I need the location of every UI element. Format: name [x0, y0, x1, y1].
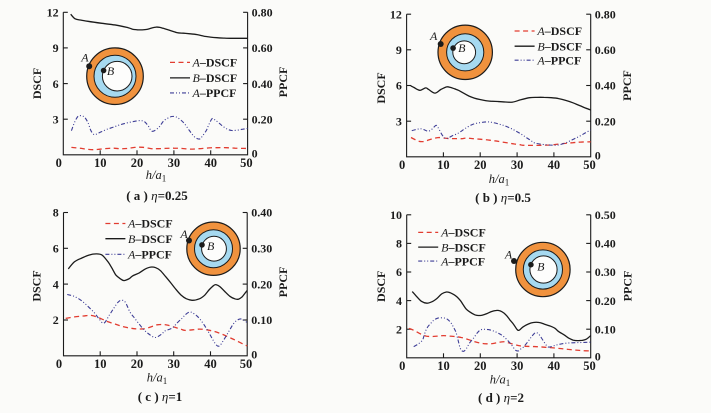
svg-text:20: 20 [474, 158, 487, 172]
svg-text:10: 10 [437, 158, 450, 172]
svg-text:10: 10 [94, 156, 107, 170]
svg-text:B: B [537, 260, 545, 274]
svg-text:40: 40 [548, 158, 561, 172]
svg-text:DSCF: DSCF [374, 72, 388, 103]
svg-text:0.40: 0.40 [595, 79, 616, 93]
svg-text:0.30: 0.30 [595, 265, 616, 279]
svg-text:40: 40 [548, 359, 561, 373]
svg-text:0.40: 0.40 [251, 206, 272, 220]
svg-text:50: 50 [583, 359, 596, 373]
svg-text:50: 50 [240, 156, 253, 170]
svg-text:A–PPCF: A–PPCF [192, 86, 237, 100]
svg-text:12: 12 [47, 6, 59, 20]
svg-text:20: 20 [131, 156, 144, 170]
svg-text:0.30: 0.30 [251, 242, 272, 256]
svg-text:A–DSCF: A–DSCF [127, 217, 173, 231]
svg-text:8: 8 [53, 206, 59, 220]
svg-text:A–DSCF: A–DSCF [192, 56, 238, 70]
svg-text:10: 10 [390, 208, 402, 222]
svg-text:A: A [429, 29, 438, 43]
svg-text:20: 20 [474, 359, 487, 373]
svg-text:A: A [504, 248, 513, 262]
svg-text:0.60: 0.60 [595, 43, 616, 57]
svg-text:h/a1: h/a1 [147, 371, 167, 387]
svg-text:0: 0 [252, 146, 258, 160]
svg-text:DSCF: DSCF [30, 270, 44, 301]
svg-text:0.20: 0.20 [251, 277, 272, 291]
svg-text:B–DSCF: B–DSCF [128, 232, 173, 246]
svg-text:12: 12 [390, 7, 402, 21]
svg-text:PPCF: PPCF [276, 267, 290, 298]
svg-text:30: 30 [167, 357, 180, 371]
svg-text:0.20: 0.20 [595, 294, 616, 308]
svg-text:0.50: 0.50 [595, 208, 616, 222]
svg-text:40: 40 [204, 357, 217, 371]
svg-text:B: B [107, 64, 115, 78]
svg-text:6: 6 [396, 265, 402, 279]
svg-text:6: 6 [396, 79, 402, 93]
svg-text:h/a1: h/a1 [490, 373, 510, 389]
svg-text:A: A [80, 51, 89, 65]
svg-text:0.10: 0.10 [251, 313, 272, 327]
svg-text:A–PPCF: A–PPCF [536, 53, 581, 67]
svg-text:0.40: 0.40 [595, 237, 616, 251]
svg-text:3: 3 [53, 112, 59, 126]
svg-text:10: 10 [437, 359, 450, 373]
svg-text:A–DSCF: A–DSCF [440, 226, 486, 240]
svg-text:0.60: 0.60 [252, 41, 273, 55]
svg-text:A–PPCF: A–PPCF [440, 254, 485, 268]
svg-text:10: 10 [94, 357, 107, 371]
svg-text:0: 0 [399, 359, 405, 373]
svg-text:PPCF: PPCF [276, 67, 290, 98]
svg-text:PPCF: PPCF [620, 70, 634, 101]
svg-text:B: B [207, 239, 215, 253]
svg-text:6: 6 [53, 77, 59, 91]
svg-text:0: 0 [399, 158, 405, 172]
svg-text:A–DSCF: A–DSCF [536, 24, 582, 38]
svg-text:30: 30 [511, 158, 524, 172]
svg-text:A: A [179, 227, 188, 241]
svg-text:4: 4 [396, 294, 402, 308]
svg-text:0.80: 0.80 [252, 6, 273, 20]
svg-text:0: 0 [595, 148, 601, 162]
svg-text:2: 2 [396, 322, 402, 336]
svg-text:9: 9 [53, 41, 59, 55]
svg-text:0: 0 [251, 347, 257, 361]
svg-text:0: 0 [56, 357, 62, 371]
svg-text:0.40: 0.40 [252, 77, 273, 91]
svg-text:( a ) η=0.25: ( a ) η=0.25 [126, 188, 188, 203]
svg-text:50: 50 [583, 158, 596, 172]
svg-text:PPCF: PPCF [621, 271, 635, 302]
svg-text:6: 6 [53, 242, 59, 256]
svg-text:20: 20 [131, 357, 144, 371]
svg-text:8: 8 [396, 237, 402, 251]
svg-text:( c ) η=1: ( c ) η=1 [138, 389, 183, 404]
svg-text:9: 9 [396, 43, 402, 57]
svg-text:h/a1: h/a1 [489, 172, 509, 188]
svg-text:A–PPCF: A–PPCF [127, 248, 172, 262]
svg-text:30: 30 [511, 359, 524, 373]
svg-text:0.20: 0.20 [252, 112, 273, 126]
svg-text:( d ) η=2: ( d ) η=2 [478, 390, 524, 405]
svg-text:B: B [458, 41, 466, 55]
svg-text:DSCF: DSCF [374, 271, 388, 302]
svg-text:40: 40 [204, 156, 217, 170]
svg-text:0: 0 [56, 156, 62, 170]
svg-text:50: 50 [240, 357, 253, 371]
svg-text:0: 0 [595, 349, 601, 363]
svg-text:4: 4 [53, 277, 59, 291]
svg-text:( b ) η=0.5: ( b ) η=0.5 [475, 190, 531, 205]
svg-text:30: 30 [168, 156, 181, 170]
svg-text:h/a1: h/a1 [146, 168, 166, 184]
svg-text:DSCF: DSCF [30, 68, 44, 99]
svg-text:3: 3 [396, 114, 402, 128]
svg-text:B–DSCF: B–DSCF [441, 240, 486, 254]
svg-text:B–DSCF: B–DSCF [193, 71, 238, 85]
svg-text:2: 2 [53, 313, 59, 327]
svg-text:B–DSCF: B–DSCF [537, 39, 582, 53]
svg-text:0.10: 0.10 [595, 322, 616, 336]
svg-text:0.20: 0.20 [595, 114, 616, 128]
svg-text:0.80: 0.80 [595, 7, 616, 21]
